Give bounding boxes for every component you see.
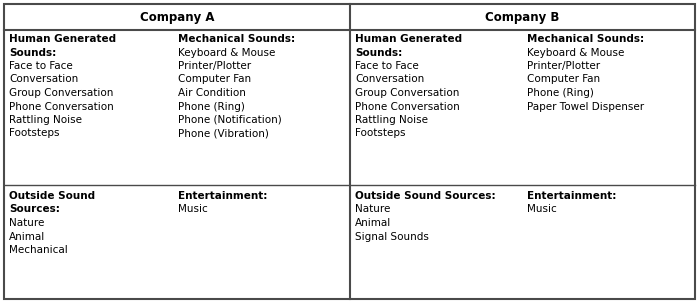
Text: Outside Sound Sources:: Outside Sound Sources: [355, 191, 496, 201]
Text: Phone Conversation: Phone Conversation [355, 102, 460, 112]
Text: Phone (Ring): Phone (Ring) [178, 102, 245, 112]
Text: Company B: Company B [485, 11, 560, 24]
Text: Phone (Notification): Phone (Notification) [178, 115, 282, 125]
Text: Face to Face: Face to Face [9, 61, 73, 71]
Text: Human Generated: Human Generated [9, 34, 116, 44]
Text: Air Condition: Air Condition [178, 88, 246, 98]
Text: Keyboard & Mouse: Keyboard & Mouse [178, 48, 275, 58]
Text: Computer Fan: Computer Fan [178, 75, 251, 85]
Text: Group Conversation: Group Conversation [9, 88, 113, 98]
Text: Footsteps: Footsteps [9, 128, 59, 138]
Text: Nature: Nature [9, 218, 44, 228]
Text: Phone (Ring): Phone (Ring) [527, 88, 594, 98]
Text: Company A: Company A [140, 11, 215, 24]
Text: Entertainment:: Entertainment: [178, 191, 268, 201]
Text: Phone Conversation: Phone Conversation [9, 102, 114, 112]
Text: Rattling Noise: Rattling Noise [355, 115, 428, 125]
Text: Animal: Animal [9, 231, 45, 241]
Text: Rattling Noise: Rattling Noise [9, 115, 82, 125]
Text: Nature: Nature [355, 205, 390, 215]
Text: Music: Music [527, 205, 556, 215]
Text: Mechanical: Mechanical [9, 245, 68, 255]
Text: Computer Fan: Computer Fan [527, 75, 600, 85]
Text: Music: Music [178, 205, 208, 215]
Text: Printer/Plotter: Printer/Plotter [178, 61, 251, 71]
Text: Mechanical Sounds:: Mechanical Sounds: [178, 34, 295, 44]
Text: Paper Towel Dispenser: Paper Towel Dispenser [527, 102, 644, 112]
Text: Keyboard & Mouse: Keyboard & Mouse [527, 48, 624, 58]
Text: Conversation: Conversation [9, 75, 78, 85]
Text: Signal Sounds: Signal Sounds [355, 231, 429, 241]
Text: Sounds:: Sounds: [355, 48, 402, 58]
Text: Printer/Plotter: Printer/Plotter [527, 61, 600, 71]
Text: Face to Face: Face to Face [355, 61, 419, 71]
Text: Sounds:: Sounds: [9, 48, 56, 58]
Text: Phone (Vibration): Phone (Vibration) [178, 128, 269, 138]
Text: Outside Sound: Outside Sound [9, 191, 95, 201]
Text: Human Generated: Human Generated [355, 34, 462, 44]
Text: Sources:: Sources: [9, 205, 60, 215]
Text: Conversation: Conversation [355, 75, 424, 85]
Text: Animal: Animal [355, 218, 391, 228]
Text: Group Conversation: Group Conversation [355, 88, 459, 98]
Text: Footsteps: Footsteps [355, 128, 405, 138]
Text: Entertainment:: Entertainment: [527, 191, 617, 201]
Text: Mechanical Sounds:: Mechanical Sounds: [527, 34, 644, 44]
